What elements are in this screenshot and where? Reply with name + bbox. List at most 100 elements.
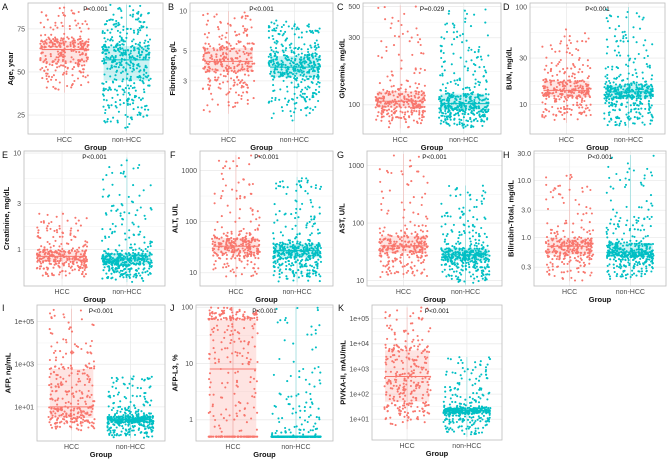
data-point — [445, 275, 448, 278]
data-point — [413, 248, 416, 251]
data-point — [554, 99, 557, 102]
data-point — [236, 83, 239, 86]
data-point — [314, 52, 317, 55]
data-point — [295, 86, 298, 89]
y-axis-label: BUN, mg/dL — [504, 47, 513, 90]
data-point — [460, 106, 463, 109]
data-point — [120, 273, 123, 276]
data-point — [614, 86, 617, 89]
data-point — [139, 79, 142, 82]
data-point — [297, 83, 300, 86]
data-point — [559, 93, 562, 96]
data-point — [628, 59, 631, 62]
data-point — [418, 96, 421, 99]
data-point — [146, 270, 149, 273]
data-point — [630, 97, 634, 101]
data-point — [276, 24, 279, 27]
data-point — [120, 164, 123, 167]
data-point — [269, 72, 272, 75]
data-point — [268, 64, 271, 67]
data-point — [550, 47, 554, 51]
data-point — [120, 9, 123, 13]
data-point — [374, 95, 377, 99]
data-point — [318, 251, 321, 254]
data-point — [281, 244, 284, 247]
data-point — [616, 15, 620, 18]
data-point — [112, 204, 115, 207]
data-point — [217, 61, 220, 64]
data-point — [648, 92, 651, 95]
data-point — [465, 39, 468, 42]
data-point — [294, 74, 297, 77]
data-point — [79, 35, 82, 38]
data-point — [249, 18, 252, 21]
data-point — [217, 246, 220, 249]
data-point — [83, 250, 86, 253]
data-point — [465, 60, 468, 63]
data-point — [423, 110, 426, 113]
data-point — [136, 32, 139, 36]
data-point — [272, 75, 276, 78]
data-point — [473, 277, 476, 280]
group-HCC — [39, 6, 90, 93]
data-point — [72, 37, 75, 40]
data-point — [605, 52, 608, 55]
data-point — [385, 49, 388, 52]
data-point — [606, 86, 609, 89]
data-point — [295, 101, 298, 104]
data-point — [301, 258, 304, 261]
data-point — [45, 74, 48, 78]
data-point — [147, 84, 150, 87]
data-point — [250, 48, 253, 51]
data-point — [38, 267, 41, 270]
data-point — [401, 265, 404, 268]
data-point — [273, 270, 276, 273]
data-point — [419, 106, 423, 109]
data-point — [645, 92, 648, 95]
data-point — [413, 72, 416, 75]
data-point — [51, 45, 54, 48]
data-point — [609, 81, 612, 85]
data-point — [410, 95, 413, 98]
data-point — [106, 261, 110, 264]
data-point — [291, 27, 294, 30]
data-point — [541, 101, 544, 104]
data-point — [123, 91, 126, 94]
data-point — [256, 227, 259, 230]
data-point — [135, 254, 138, 257]
data-point — [103, 73, 106, 76]
data-point — [542, 85, 545, 88]
data-point — [250, 26, 253, 29]
data-point — [391, 16, 394, 19]
data-point — [456, 105, 459, 108]
data-point — [284, 64, 287, 67]
data-point — [314, 29, 317, 32]
data-point — [613, 77, 616, 80]
data-point — [202, 14, 205, 17]
data-point — [135, 276, 138, 279]
data-point — [300, 52, 303, 55]
data-point — [221, 189, 224, 193]
data-point — [108, 106, 111, 109]
data-point — [461, 252, 464, 255]
data-point — [387, 104, 390, 108]
data-point — [80, 58, 83, 61]
data-point — [619, 73, 622, 76]
data-point — [395, 247, 399, 250]
data-point — [104, 40, 107, 43]
data-point — [145, 34, 148, 37]
data-point — [119, 275, 122, 278]
data-point — [470, 120, 473, 123]
data-point — [58, 7, 61, 10]
data-point — [387, 126, 391, 129]
data-point — [40, 46, 43, 49]
data-point — [307, 254, 311, 257]
data-point — [562, 67, 565, 71]
data-point — [451, 230, 454, 233]
data-point — [287, 100, 290, 104]
data-point — [127, 91, 130, 95]
data-point — [311, 94, 314, 97]
data-point — [464, 107, 467, 111]
data-point — [308, 248, 311, 251]
